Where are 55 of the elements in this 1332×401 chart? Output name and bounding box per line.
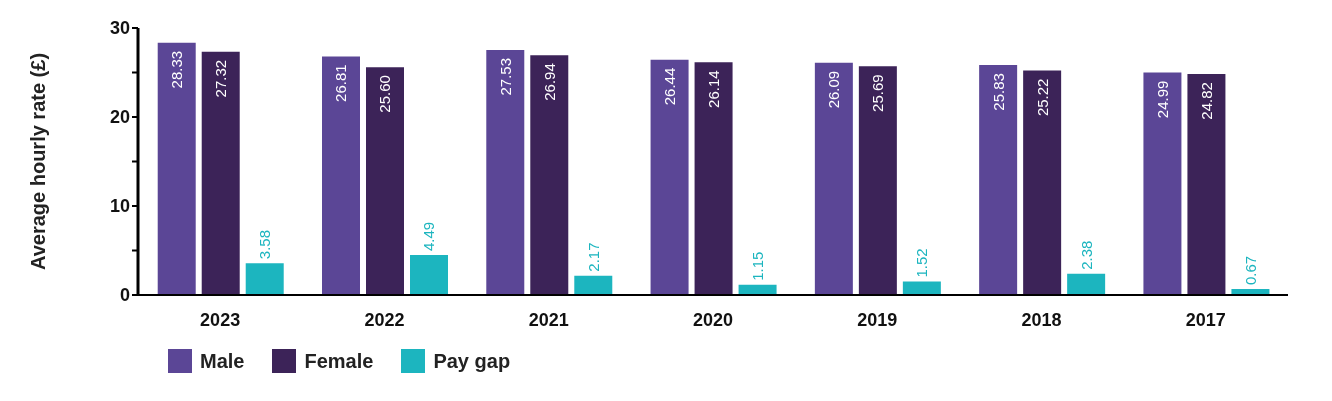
data-label: 27.53 (496, 57, 514, 96)
x-tick-label: 2017 (1185, 309, 1226, 330)
data-label: 26.44 (661, 67, 679, 106)
data-label: 25.22 (1033, 78, 1051, 117)
legend-label: Male (199, 349, 245, 373)
x-tick-label: 2019 (857, 309, 898, 330)
data-label: 25.69 (869, 74, 887, 112)
bar (1187, 74, 1226, 295)
y-axis-title: Average hourly rate (£) (27, 52, 50, 271)
data-label: 28.33 (168, 50, 186, 89)
data-label: 24.99 (1153, 80, 1171, 119)
data-label: 1.52 (913, 248, 931, 278)
bar (322, 56, 360, 295)
y-tick-label: 30 (109, 18, 130, 39)
y-tick-label: 10 (109, 196, 130, 217)
data-label: 24.82 (1197, 82, 1215, 120)
bar (201, 51, 240, 295)
y-tick-label: 0 (119, 285, 130, 306)
data-label: 0.67 (1241, 255, 1259, 286)
bar (902, 281, 941, 295)
bar (366, 67, 404, 295)
bar (694, 62, 733, 295)
data-label: 25.60 (376, 75, 394, 113)
x-tick-label: 2020 (692, 309, 734, 330)
legend-label: Pay gap (432, 349, 511, 373)
bar (650, 59, 689, 295)
data-label: 2.38 (1077, 240, 1095, 270)
data-label: 27.32 (212, 59, 230, 98)
legend-label: Female (303, 349, 374, 373)
data-label: 2.17 (584, 242, 602, 272)
bar (410, 255, 448, 295)
data-label: 3.58 (256, 229, 274, 260)
bar (858, 66, 897, 295)
bar (157, 42, 196, 295)
y-tick-label: 20 (109, 107, 130, 128)
bar (1143, 72, 1182, 295)
bar (486, 49, 525, 295)
x-tick-label: 2018 (1021, 309, 1062, 330)
data-label: 1.15 (749, 251, 767, 281)
data-label: 26.81 (332, 64, 350, 102)
x-tick-label: 2022 (364, 309, 405, 330)
bar (979, 65, 1018, 295)
x-tick-label: 2023 (200, 309, 241, 330)
data-label: 26.94 (540, 63, 558, 101)
data-label: 26.09 (825, 70, 843, 109)
data-label: 25.83 (989, 73, 1007, 111)
x-tick-label: 2021 (528, 309, 569, 330)
bar (814, 62, 853, 295)
bar (530, 55, 569, 295)
bar (1023, 70, 1062, 295)
bar (574, 275, 613, 295)
bar (245, 263, 284, 295)
bar (1067, 273, 1106, 295)
data-label: 26.14 (705, 70, 723, 108)
data-label: 4.49 (420, 221, 438, 252)
